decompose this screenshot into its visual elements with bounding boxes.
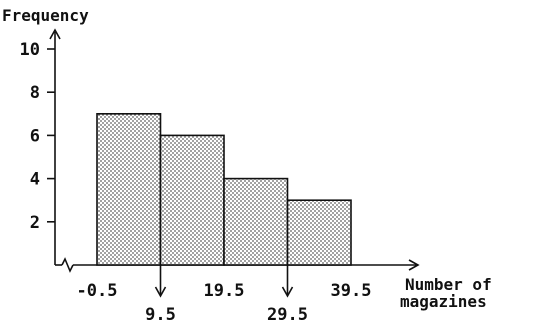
x-tick-label: -0.5	[77, 281, 118, 301]
y-axis-title: Frequency	[2, 6, 89, 25]
y-tick-label: 2	[30, 213, 40, 233]
x-tick-label: 39.5	[331, 281, 372, 301]
x-axis-title-line-1: Number of	[405, 275, 492, 294]
x-tick-label: 9.5	[145, 305, 176, 325]
x-axis-title-line-2: magazines	[400, 292, 487, 311]
x-tick-label: 19.5	[204, 281, 245, 301]
histogram-bar	[159, 134, 225, 266]
histogram-bar	[223, 177, 289, 266]
x-tick-pointer-arrowhead	[281, 286, 294, 298]
histogram-bar	[286, 199, 352, 266]
bars	[96, 113, 352, 266]
x-axis-break	[61, 257, 74, 273]
y-tick-label: 4	[30, 170, 40, 190]
x-tick-pointer-arrowhead	[154, 286, 167, 298]
y-tick-label: 10	[20, 40, 40, 60]
y-tick-label: 8	[30, 83, 40, 103]
histogram-bar	[96, 113, 162, 266]
x-tick-label: 29.5	[267, 305, 308, 325]
y-axis-arrowhead	[49, 28, 61, 40]
y-tick-label: 6	[30, 126, 40, 146]
tick-labels: 2 4 6 8 10 -0.5 9.5 19.5 29.5 39.5	[20, 40, 372, 325]
x-axis-arrowhead	[408, 259, 420, 271]
